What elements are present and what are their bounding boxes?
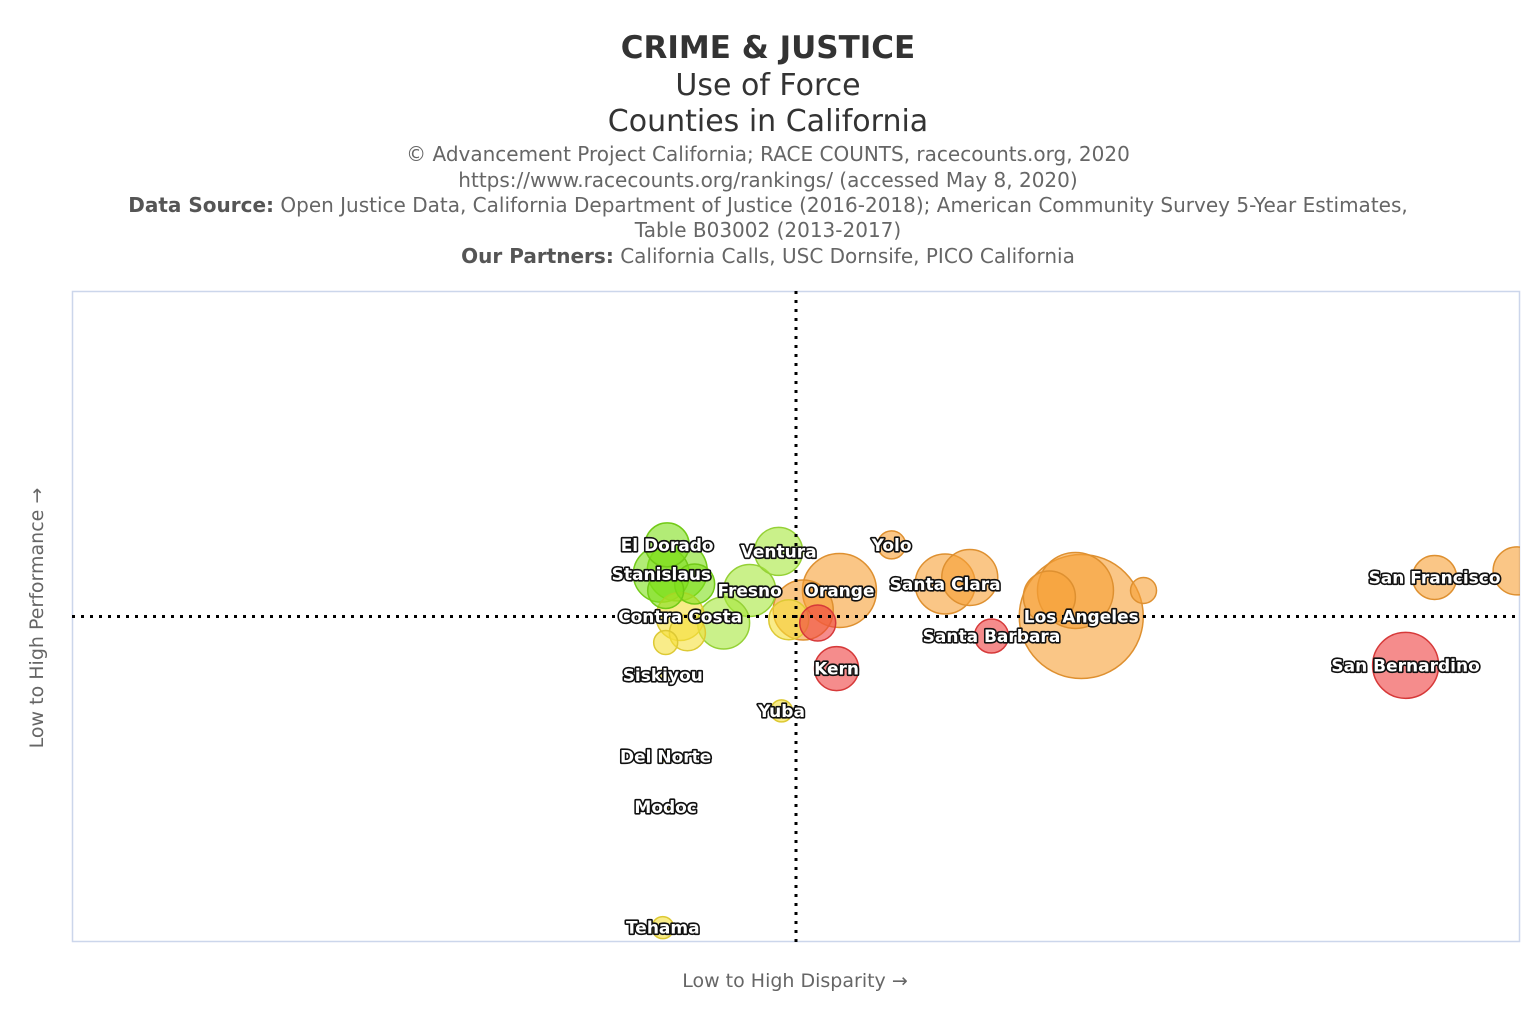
bubble-unlabeled-26[interactable] bbox=[652, 629, 679, 656]
data-source-text: Open Justice Data, California Department… bbox=[280, 193, 1408, 217]
bubble-unlabeled-14[interactable] bbox=[1492, 546, 1536, 596]
data-label-san-bernardino: San Bernardino bbox=[1331, 656, 1479, 676]
bubble-el-dorado[interactable] bbox=[644, 522, 690, 568]
partners-label: Our Partners: bbox=[461, 244, 614, 268]
data-source-line: Data Source: Open Justice Data, Californ… bbox=[0, 193, 1536, 217]
data-label-los-angeles: Los Angeles bbox=[1024, 608, 1139, 628]
chart-subtitle-geography: Counties in California bbox=[607, 104, 929, 139]
label-layer: El Dorado Stanislaus Ventura Fresno Contra C… bbox=[610, 534, 1502, 940]
data-label-contra-costa: Contra Costa bbox=[618, 608, 742, 628]
bubble-modoc[interactable] bbox=[661, 803, 670, 811]
bubble-unlabeled-20[interactable] bbox=[646, 571, 685, 610]
bubble-siskiyou[interactable] bbox=[657, 669, 669, 681]
data-label-orange: Orange bbox=[804, 581, 874, 601]
bubble-yuba[interactable] bbox=[769, 699, 794, 723]
data-label-santa-barbara: Santa Barbara bbox=[923, 627, 1061, 647]
data-label-el-dorado: El Dorado bbox=[621, 536, 714, 556]
guide-lines bbox=[72, 291, 1520, 942]
data-label-siskiyou: Siskiyou bbox=[623, 666, 703, 686]
x-axis-label: Low to High Disparity → bbox=[682, 970, 908, 992]
bubble-unlabeled-22[interactable] bbox=[798, 604, 837, 642]
data-source-label: Data Source: bbox=[128, 193, 275, 217]
bubble-unlabeled-25[interactable] bbox=[1129, 576, 1158, 605]
bubble-yolo[interactable] bbox=[876, 530, 907, 560]
data-label-ventura: Ventura bbox=[741, 542, 817, 562]
chart-subtitle-topic: Use of Force bbox=[675, 68, 861, 103]
bubble-santa-barbara[interactable] bbox=[973, 618, 1010, 654]
bubble-layer bbox=[632, 522, 1536, 940]
data-label-kern: Kern bbox=[814, 660, 859, 680]
data-label-yolo: Yolo bbox=[871, 536, 912, 556]
data-label-stanislaus: Stanislaus bbox=[612, 565, 711, 585]
y-axis-label: Low to High Performance → bbox=[26, 487, 48, 749]
data-label-santa-clara: Santa Clara bbox=[890, 575, 1001, 595]
data-label-san-francisco: San Francisco bbox=[1369, 568, 1501, 588]
data-label-tehama: Tehama bbox=[626, 919, 700, 939]
bubble-san-bernardino[interactable] bbox=[1371, 631, 1440, 700]
data-label-del-norte: Del Norte bbox=[620, 747, 711, 767]
bubble-unlabeled-8[interactable] bbox=[941, 548, 999, 607]
bubble-unlabeled-11[interactable] bbox=[1022, 570, 1077, 624]
chart-title: CRIME & JUSTICE bbox=[620, 30, 916, 66]
bubble-san-francisco[interactable] bbox=[1411, 554, 1458, 601]
credit-line: © Advancement Project California; RACE C… bbox=[406, 142, 1130, 166]
bubble-kern[interactable] bbox=[813, 645, 860, 692]
data-label-fresno: Fresno bbox=[717, 581, 781, 601]
partners-line: Our Partners: California Calls, USC Dorn… bbox=[0, 244, 1536, 268]
data-label-modoc: Modoc bbox=[634, 798, 697, 818]
bubble-ventura[interactable] bbox=[753, 526, 804, 577]
data-source-line-2: Table B03002 (2013-2017) bbox=[634, 218, 902, 242]
bubble-tehama[interactable] bbox=[651, 915, 675, 940]
partners-text: California Calls, USC Dornsife, PICO Cal… bbox=[620, 244, 1075, 268]
bubble-del-norte[interactable] bbox=[659, 750, 672, 763]
data-label-yuba: Yuba bbox=[757, 702, 805, 722]
source-url: https://www.racecounts.org/rankings/ (ac… bbox=[458, 168, 1078, 192]
